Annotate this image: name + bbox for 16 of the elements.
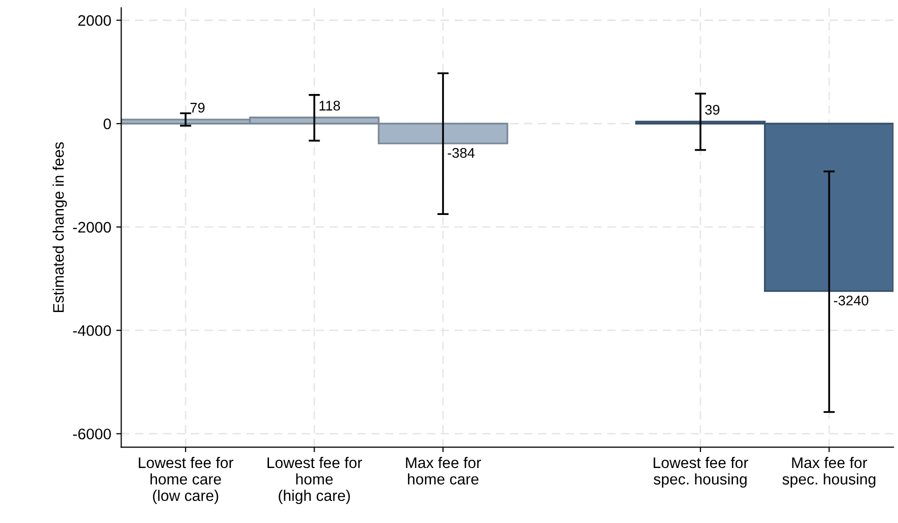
- x-tick-label: Max fee for spec. housing: [782, 456, 876, 488]
- data-label: 79: [190, 102, 205, 113]
- y-tick-label: -4000: [73, 325, 111, 336]
- x-tick-label: Lowest fee for spec. housing: [654, 456, 748, 488]
- y-tick-label: -6000: [73, 428, 111, 440]
- x-tick-label: Lowest fee for home care (low care): [138, 456, 234, 504]
- data-label: -3240: [834, 296, 868, 306]
- data-label: 118: [320, 100, 340, 111]
- y-axis-title: Estimated change in fees: [52, 142, 67, 312]
- data-label: 39: [705, 104, 720, 115]
- y-tick-label: -2000: [73, 222, 111, 233]
- x-tick-label: Max fee for home care: [406, 456, 481, 485]
- x-tick-label: Lowest fee for home (high care): [268, 456, 362, 504]
- y-tick-label: 2000: [78, 15, 111, 26]
- y-tick-label: 0: [104, 118, 111, 130]
- data-label: -384: [448, 148, 475, 158]
